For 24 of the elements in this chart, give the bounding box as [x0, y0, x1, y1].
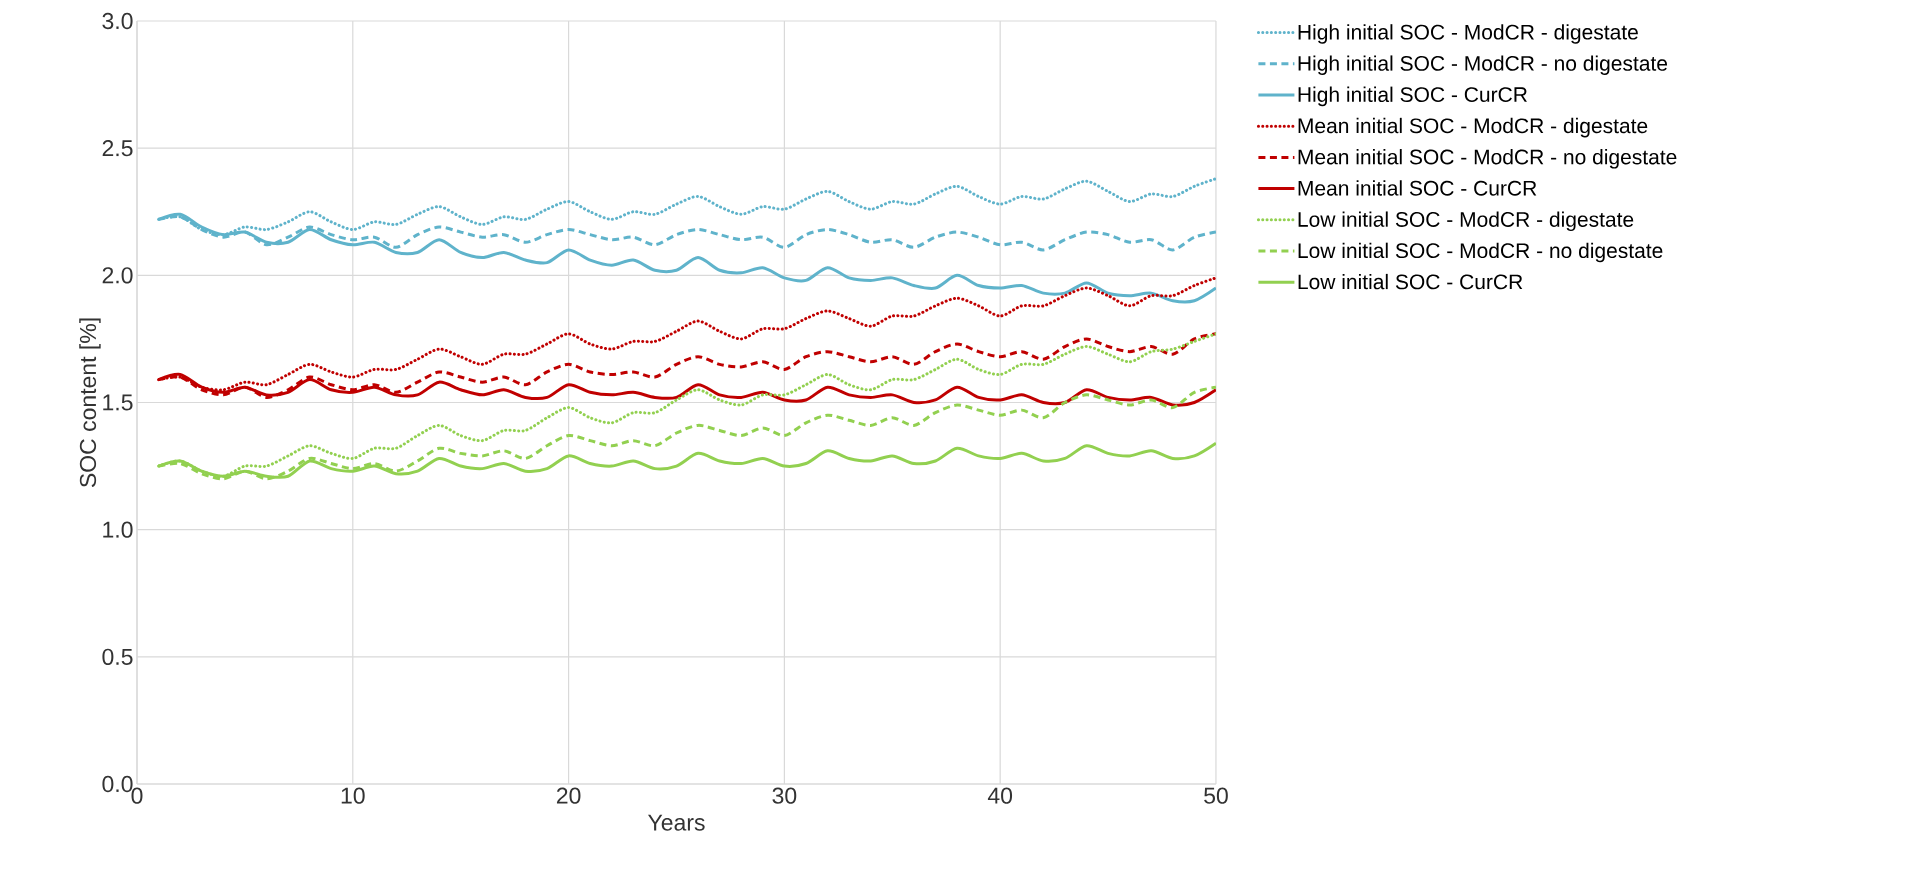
y-tick-label: 1.5: [103, 394, 133, 411]
legend-label: Low initial SOC - CurCR: [1298, 273, 1523, 290]
x-tick-label: 20: [556, 787, 581, 804]
legend-label: Mean initial SOC - ModCR - digestate: [1298, 117, 1648, 138]
legend-label: Low initial SOC - ModCR - digestate: [1298, 211, 1634, 232]
y-tick-label: 2.0: [102, 267, 133, 284]
y-tick-label: 0.5: [102, 648, 133, 665]
y-tick-label: 3.0: [102, 12, 133, 30]
y-axis-title: SOC content [%]: [79, 318, 101, 488]
legend-label: High initial SOC - ModCR - digestate: [1298, 24, 1638, 44]
y-tick-label: 1.0: [103, 521, 133, 538]
x-axis-title: Years: [647, 814, 705, 831]
legend-label: High initial SOC - CurCR: [1298, 86, 1527, 107]
legend-label: Mean initial SOC - ModCR - no digestate: [1298, 149, 1677, 169]
legend-label: Low initial SOC - ModCR - no digestate: [1298, 242, 1663, 263]
x-tick-label: 10: [341, 787, 365, 804]
x-tick-label: 0: [131, 787, 143, 804]
x-tick-label: 30: [772, 787, 797, 804]
x-tick-label: 50: [1204, 787, 1228, 804]
legend-label: Mean initial SOC - CurCR: [1298, 180, 1537, 196]
x-tick-label: 40: [987, 787, 1013, 804]
legend-label: High initial SOC - ModCR - no digestate: [1298, 55, 1668, 75]
y-tick-label: 2.5: [102, 140, 133, 157]
y-tick-label: 0.0: [102, 775, 133, 793]
